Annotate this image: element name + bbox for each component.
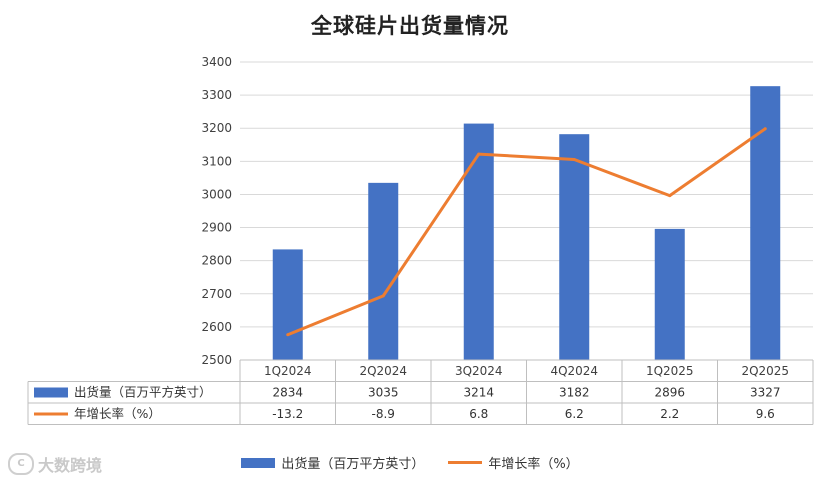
x-tick-label: 2Q2024: [359, 364, 407, 378]
line-point: [572, 157, 576, 161]
line-point: [381, 294, 385, 298]
line-swatch-icon: [448, 461, 483, 464]
y-tick-label: 2500: [201, 353, 232, 367]
table-cell-growth: 6.8: [469, 407, 488, 421]
table-bar-swatch-icon: [34, 387, 68, 398]
table-cell-shipment: 3035: [368, 386, 399, 400]
y-tick-label: 3400: [201, 55, 232, 69]
data-table: 1Q2024 2Q2024 3Q2024 4Q2024 1Q2025 2Q2025 出货量（…: [27, 359, 814, 425]
gridlines: [240, 61, 813, 361]
bar: [750, 86, 781, 360]
line-series: [286, 127, 767, 337]
legend-label-shipments: 出货量（百万平方英寸）: [281, 457, 425, 472]
y-axis: 3400 3300 3200 3100 3000 2900 2800 2700 2600 2500: [201, 55, 232, 367]
table-cell-shipment: 3182: [559, 386, 590, 400]
bar-series: [272, 86, 781, 360]
y-tick-label: 2800: [201, 254, 232, 268]
legend-item-shipments: 出货量（百万平方英寸）: [241, 453, 424, 472]
bar: [272, 249, 303, 360]
table-row-label-growth: 年增长率（%）: [74, 406, 161, 421]
y-tick-label: 3100: [201, 154, 232, 168]
table-cell-shipment: 3327: [750, 386, 781, 400]
legend-item-growth: 年增长率（%）: [448, 453, 579, 472]
line-point: [668, 194, 672, 198]
table-cell-shipment: 3214: [463, 386, 494, 400]
y-tick-label: 2900: [201, 221, 232, 235]
y-tick-label: 2600: [201, 320, 232, 334]
y-tick-label: 3000: [201, 187, 232, 201]
bar: [463, 123, 494, 360]
line-point: [477, 152, 481, 156]
x-tick-label: 2Q2025: [741, 364, 789, 378]
bar: [654, 228, 685, 360]
watermark-text: 大数跨境: [38, 456, 103, 475]
watermark-logo-icon: C: [8, 453, 34, 475]
watermark: C 大数跨境: [8, 452, 102, 476]
legend-label-growth: 年增长率（%）: [488, 457, 579, 472]
table-cell-shipment: 2834: [272, 386, 303, 400]
x-tick-label: 1Q2025: [646, 364, 694, 378]
bar: [559, 134, 590, 360]
y-tick-label: 3300: [201, 88, 232, 102]
y-tick-label: 3200: [201, 121, 232, 135]
x-tick-label: 1Q2024: [264, 364, 312, 378]
line-point: [763, 127, 767, 131]
bar: [368, 182, 399, 360]
y-tick-label: 2700: [201, 287, 232, 301]
chart-title: 全球硅片出货量情况: [311, 13, 509, 38]
table-cell-growth: -8.9: [372, 407, 395, 421]
table-cell-growth: 2.2: [660, 407, 679, 421]
table-cell-growth: 9.6: [756, 407, 775, 421]
x-tick-label: 3Q2024: [455, 364, 503, 378]
table-cell-growth: -13.2: [272, 407, 303, 421]
line-point: [286, 333, 290, 337]
table-cell-shipment: 2896: [654, 386, 685, 400]
growth-line: [287, 127, 767, 337]
bar-swatch-icon: [241, 457, 276, 468]
table-row-label-shipments: 出货量（百万平方英寸）: [74, 385, 212, 400]
legend: 出货量（百万平方英寸） 年增长率（%）: [0, 453, 820, 472]
table-cell-growth: 6.2: [565, 407, 584, 421]
x-tick-label: 4Q2024: [550, 364, 598, 378]
